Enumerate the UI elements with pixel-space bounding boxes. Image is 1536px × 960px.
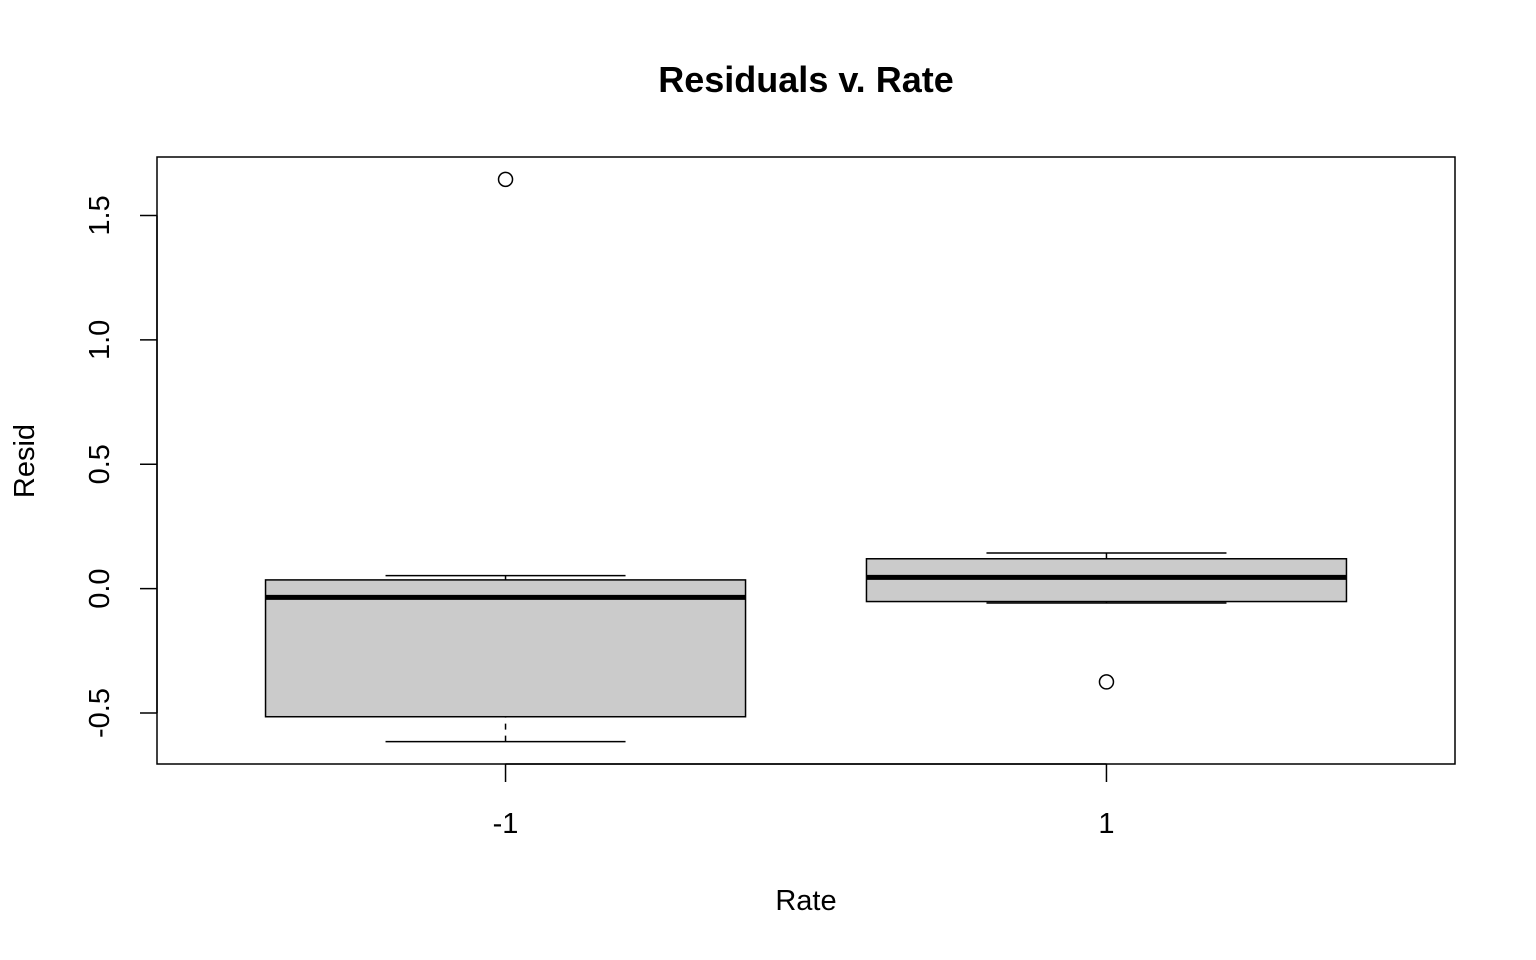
x-tick-label: -1 xyxy=(493,808,519,840)
chart-title: Residuals v. Rate xyxy=(658,59,953,100)
box-group xyxy=(264,171,1348,743)
y-tick-label: 1.5 xyxy=(84,195,116,235)
x-axis-label: Rate xyxy=(775,885,836,917)
iqr-box xyxy=(264,579,747,718)
y-axis-label: Resid xyxy=(9,424,41,498)
y-axis: -0.5 0.0 0.5 1.0 1.5 xyxy=(84,195,158,738)
outlier-point xyxy=(1098,674,1115,690)
box-1 xyxy=(264,171,747,743)
outlier-point xyxy=(497,171,514,188)
iqr-box xyxy=(865,558,1348,603)
y-tick-label: 0.0 xyxy=(84,568,116,608)
y-tick-label: 0.5 xyxy=(84,444,116,484)
y-tick-label: 1.0 xyxy=(84,320,116,360)
x-tick-label: 1 xyxy=(1098,808,1114,840)
box-2 xyxy=(865,552,1348,690)
y-tick-label: -0.5 xyxy=(84,688,116,738)
x-axis: -1 1 xyxy=(493,763,1115,840)
